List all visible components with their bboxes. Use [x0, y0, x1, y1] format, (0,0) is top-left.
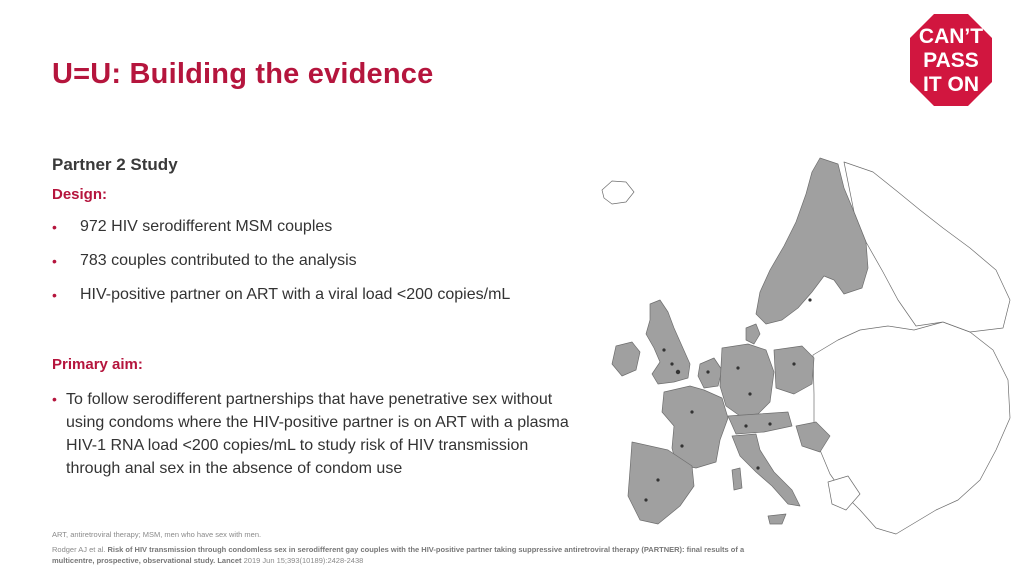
map-site-marker: [662, 348, 666, 352]
design-bullet-text: HIV-positive partner on ART with a viral…: [80, 286, 511, 303]
map-iceland: [601, 180, 635, 205]
design-bullet: • 972 HIV serodifferent MSM couples: [52, 218, 510, 252]
map-denmark: [745, 323, 761, 345]
ref-details: 2019 Jun 15;393(10189):2428-2438: [243, 556, 364, 565]
design-bullet: • 783 couples contributed to the analysis: [52, 252, 510, 286]
map-site-marker: [768, 422, 772, 426]
map-great-britain: [645, 299, 691, 385]
design-heading: Design:: [52, 186, 108, 203]
map-germany: [719, 343, 775, 417]
map-ireland: [611, 341, 641, 377]
map-site-marker: [744, 424, 748, 428]
cant-pass-it-on-logo: CAN’T PASS IT ON: [910, 14, 992, 106]
europe-map: [601, 157, 1011, 535]
map-site-marker: [675, 369, 681, 375]
primary-aim-bullet: • To follow serodifferent partnerships t…: [52, 388, 582, 480]
map-site-marker: [792, 362, 796, 366]
map-site-marker: [644, 498, 648, 502]
page-title: U=U: Building the evidence: [52, 58, 434, 90]
reference-citation: Rodger AJ et al. Risk of HIV transmissio…: [52, 544, 752, 566]
map-site-marker: [670, 362, 674, 366]
map-site-marker: [748, 392, 752, 396]
map-site-marker: [808, 298, 812, 302]
primary-aim-text: To follow serodifferent partnerships tha…: [66, 391, 569, 477]
logo-line-2: PASS: [923, 49, 979, 72]
map-site-marker: [736, 366, 740, 370]
primary-aim-heading: Primary aim:: [52, 356, 143, 373]
map-site-marker: [656, 478, 660, 482]
ref-authors: Rodger AJ et al.: [52, 545, 106, 554]
map-iberia: [627, 441, 695, 525]
map-switzerland-austria: [727, 411, 793, 435]
map-italy: [731, 433, 801, 507]
map-sicily: [767, 513, 787, 525]
design-bullet-text: 783 couples contributed to the analysis: [80, 252, 357, 269]
map-balkans: [795, 421, 831, 453]
map-sardinia: [731, 467, 743, 491]
ref-journal: Lancet: [217, 556, 242, 565]
logo-line-3: IT ON: [923, 73, 979, 96]
map-site-marker: [756, 466, 760, 470]
abbreviations-footnote: ART, antiretroviral therapy; MSM, men wh…: [52, 530, 262, 539]
map-scandinavia: [755, 157, 869, 325]
design-bullet-list: • 972 HIV serodifferent MSM couples • 783 …: [52, 218, 510, 320]
study-name: Partner 2 Study: [52, 155, 178, 174]
map-site-marker: [690, 410, 694, 414]
map-eastern-europe: [812, 321, 1011, 535]
map-russia-north: [843, 161, 1011, 333]
map-site-marker: [680, 444, 684, 448]
map-benelux: [697, 357, 723, 389]
design-bullet: • HIV-positive partner on ART with a vira…: [52, 286, 510, 320]
map-site-marker: [706, 370, 710, 374]
logo-line-1: CAN’T: [919, 25, 983, 48]
map-greece: [827, 475, 861, 511]
map-france: [661, 385, 729, 469]
design-bullet-text: 972 HIV serodifferent MSM couples: [80, 218, 333, 235]
ref-title: Risk of HIV transmission through condoml…: [52, 545, 745, 565]
map-poland: [773, 345, 815, 395]
